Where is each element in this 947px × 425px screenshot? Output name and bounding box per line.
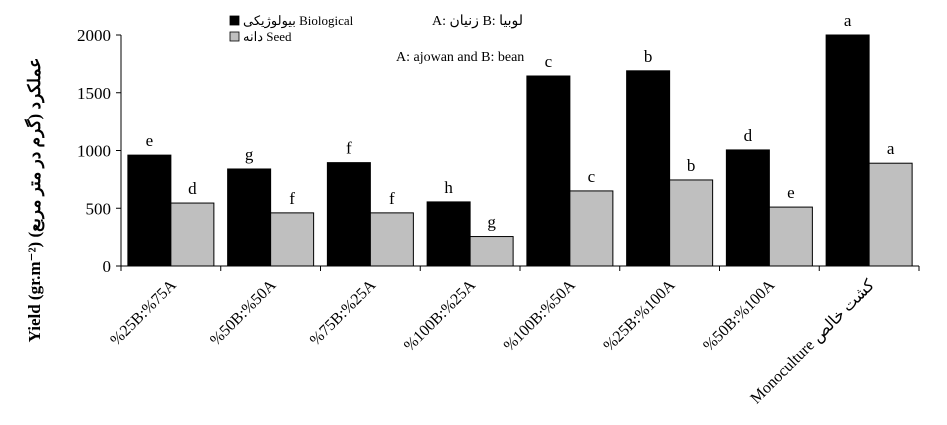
bar-biological-2: [227, 168, 272, 267]
y-tick-label: 1500: [77, 84, 111, 103]
bar-biological-3: [326, 162, 371, 267]
bars: [127, 34, 913, 267]
bar-biological-5: [526, 75, 571, 267]
y-tick-label: 2000: [77, 26, 111, 45]
label-seed-3: f: [389, 189, 395, 208]
category-label-5: %100B:%50A: [501, 276, 579, 354]
label-seed-7: e: [787, 183, 795, 202]
legend-label-biological: بیولوژیکی Biological: [243, 13, 354, 29]
label-biological-7: d: [744, 126, 753, 145]
bar-biological-4: [426, 201, 471, 267]
y-axis-label: Yield (gr.m⁻²) (گرم در متر مربع) عملکرد: [24, 58, 45, 343]
legend-swatch-biological: [229, 15, 240, 26]
label-seed-2: f: [289, 189, 295, 208]
bar-letter-labels: e d g f f f h g c c b b d e a a: [146, 11, 895, 232]
bar-biological-8: [825, 34, 870, 267]
category-label-6: %25B:%100A: [600, 276, 678, 354]
label-biological-3: f: [346, 139, 352, 158]
y-tick-label: 0: [103, 257, 112, 276]
category-label-4: %100B:%25A: [401, 276, 479, 354]
label-biological-5: c: [545, 52, 553, 71]
label-seed-5: c: [588, 167, 596, 186]
bar-biological-6: [626, 70, 671, 267]
category-label-7: %50B:%100A: [700, 276, 778, 354]
bar-seed-5: [569, 190, 614, 267]
label-biological-2: g: [245, 145, 254, 164]
y-ticks: 0 500 1000 1500 2000: [77, 26, 121, 276]
legend-swatch-seed: [229, 31, 240, 42]
category-label-3: %75B:%25A: [307, 276, 380, 349]
note-persian-abbreviations: A: زنیان B: لوبیا: [432, 14, 523, 29]
label-seed-8: a: [887, 139, 895, 158]
label-seed-6: b: [687, 156, 696, 175]
bar-seed-4: [469, 236, 514, 267]
y-tick-label: 500: [86, 199, 112, 218]
bar-seed-1: [170, 202, 215, 267]
bar-seed-2: [270, 212, 315, 267]
legend: بیولوژیکی Biological دانه Seed: [229, 13, 354, 44]
category-labels: %25B:%75A %50B:%50A %75B:%25A %100B:%25A %10…: [107, 276, 878, 407]
bar-biological-7: [725, 149, 770, 267]
label-biological-8: a: [844, 11, 852, 30]
label-seed-1: d: [188, 179, 197, 198]
bar-seed-3: [369, 212, 414, 267]
category-label-2: %50B:%50A: [207, 276, 280, 349]
label-biological-6: b: [644, 47, 653, 66]
bar-seed-7: [768, 206, 813, 267]
y-tick-label: 1000: [77, 142, 111, 161]
bar-seed-6: [669, 179, 714, 267]
category-label-1: %25B:%75A: [107, 276, 180, 349]
label-biological-1: e: [146, 131, 154, 150]
x-ticks: [120, 266, 920, 271]
bar-seed-8: [868, 162, 913, 267]
label-biological-4: h: [444, 178, 453, 197]
label-seed-4: g: [487, 213, 496, 232]
legend-label-seed: دانه Seed: [243, 29, 292, 44]
note-english-abbreviations: A: ajowan and B: bean: [396, 50, 524, 65]
bar-biological-1: [127, 154, 172, 267]
